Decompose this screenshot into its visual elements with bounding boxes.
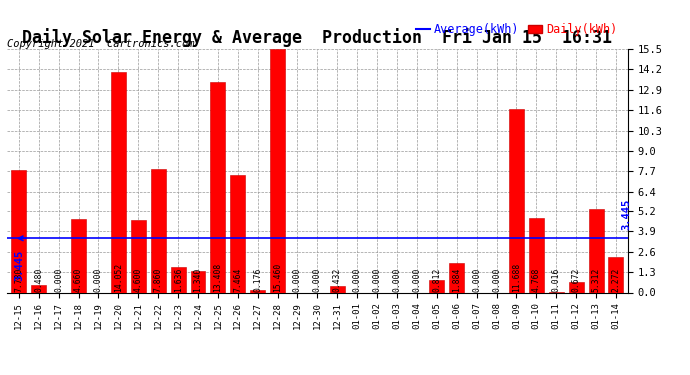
Text: 13.408: 13.408: [213, 262, 222, 292]
Bar: [250, 290, 265, 292]
Text: 0.000: 0.000: [373, 267, 382, 292]
Text: 0.000: 0.000: [353, 267, 362, 292]
Bar: [150, 169, 166, 292]
Bar: [569, 282, 584, 292]
Text: 0.000: 0.000: [413, 267, 422, 292]
Text: 0.000: 0.000: [293, 267, 302, 292]
Legend: Average(kWh), Daily(kWh): Average(kWh), Daily(kWh): [411, 18, 622, 40]
Text: Copyright 2021  Cartronics.com: Copyright 2021 Cartronics.com: [7, 39, 195, 50]
Text: 0.176: 0.176: [253, 267, 262, 292]
Text: 11.688: 11.688: [512, 262, 521, 292]
Text: 14.052: 14.052: [114, 262, 123, 292]
Text: 7.860: 7.860: [154, 267, 163, 292]
Title: Daily Solar Energy & Average  Production  Fri Jan 15  16:31: Daily Solar Energy & Average Production …: [22, 28, 613, 47]
Text: 0.000: 0.000: [472, 267, 481, 292]
Bar: [509, 109, 524, 292]
Bar: [529, 217, 544, 292]
Bar: [429, 280, 444, 292]
Bar: [270, 50, 285, 292]
Text: 1.636: 1.636: [174, 267, 183, 292]
Bar: [330, 286, 345, 292]
Text: 3.445: 3.445: [14, 250, 24, 281]
Text: 3.445: 3.445: [621, 198, 631, 230]
Bar: [230, 175, 245, 292]
Text: 0.000: 0.000: [94, 267, 103, 292]
Text: 0.000: 0.000: [492, 267, 501, 292]
Text: 2.272: 2.272: [611, 267, 620, 292]
Bar: [609, 257, 624, 292]
Text: 0.432: 0.432: [333, 267, 342, 292]
Text: 0.000: 0.000: [313, 267, 322, 292]
Text: 0.480: 0.480: [34, 267, 43, 292]
Bar: [11, 170, 26, 292]
Text: 0.016: 0.016: [552, 267, 561, 292]
Bar: [31, 285, 46, 292]
Bar: [589, 209, 604, 292]
Text: 0.000: 0.000: [54, 267, 63, 292]
Bar: [131, 220, 146, 292]
Text: 15.460: 15.460: [273, 262, 282, 292]
Text: 0.672: 0.672: [571, 267, 581, 292]
Text: 7.780: 7.780: [14, 267, 23, 292]
Text: 5.312: 5.312: [591, 267, 600, 292]
Text: 1.884: 1.884: [452, 267, 461, 292]
Bar: [170, 267, 186, 292]
Text: 4.768: 4.768: [532, 267, 541, 292]
Bar: [71, 219, 86, 292]
Text: 4.600: 4.600: [134, 267, 143, 292]
Bar: [111, 72, 126, 292]
Text: 1.340: 1.340: [193, 267, 202, 292]
Bar: [449, 263, 464, 292]
Text: 0.000: 0.000: [393, 267, 402, 292]
Text: 7.464: 7.464: [233, 267, 242, 292]
Text: 4.660: 4.660: [74, 267, 83, 292]
Bar: [190, 272, 206, 292]
Bar: [210, 82, 226, 292]
Text: 0.812: 0.812: [433, 267, 442, 292]
